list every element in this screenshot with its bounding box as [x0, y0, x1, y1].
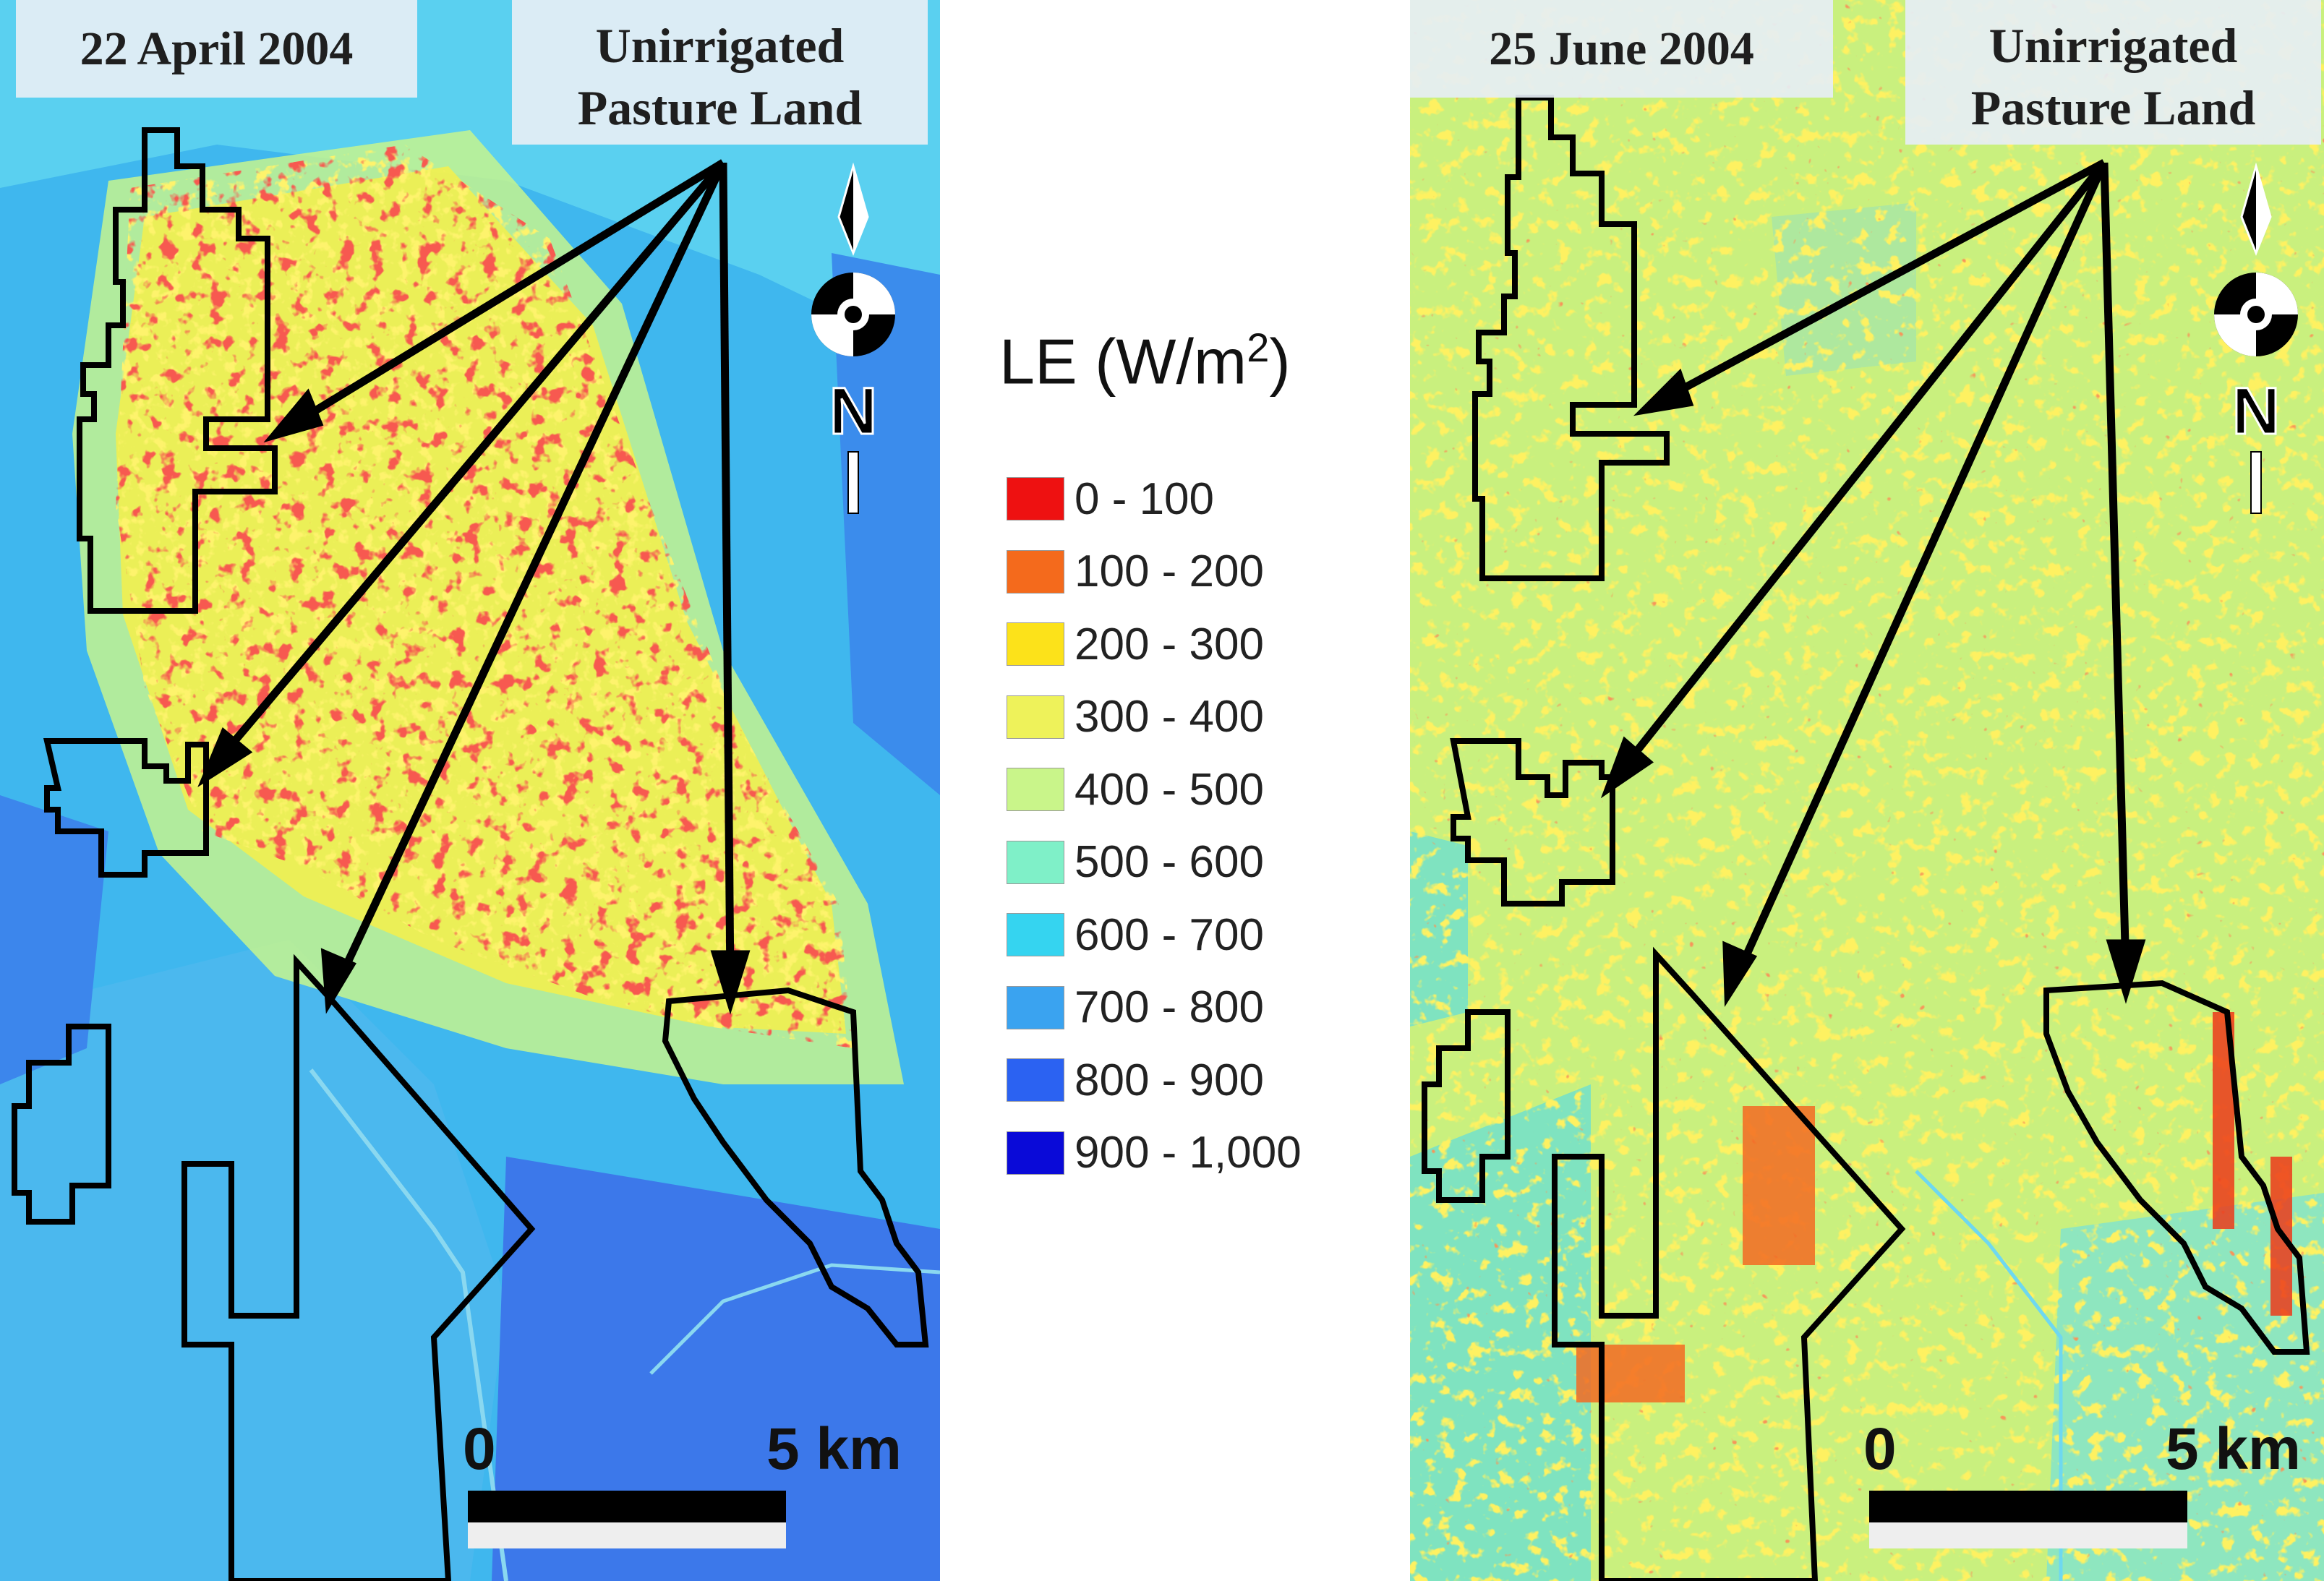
- arrow-head: [263, 388, 324, 443]
- left-scale-end: 5 km: [766, 1416, 902, 1482]
- right-date-label: 25 June 2004: [1410, 0, 1833, 98]
- legend-item: 900 - 1,000: [1007, 1117, 1302, 1190]
- right-scale-bar: [1869, 1491, 2187, 1522]
- legend-item: 600 - 700: [1007, 899, 1302, 972]
- left-scale-bar-underline: [468, 1522, 786, 1548]
- arrow-head: [1633, 368, 1694, 416]
- legend-item: 100 - 200: [1007, 536, 1302, 609]
- legend-swatch: [1007, 695, 1064, 739]
- left-annotation-line1: Unirrigated: [595, 18, 845, 73]
- arrow-head: [2106, 939, 2146, 1004]
- north-label: N: [829, 374, 877, 448]
- parcel-outline-south: [181, 954, 536, 1581]
- legend-title-sup: 2: [1247, 325, 1270, 370]
- north-label: N: [2232, 374, 2280, 448]
- legend: 0 - 100 100 - 200 200 - 300 300 - 400 400 - …: [1007, 463, 1302, 1189]
- right-map-raster: [1410, 0, 2324, 1581]
- legend-label: 400 - 500: [1075, 764, 1264, 815]
- legend-swatch: [1007, 1131, 1064, 1175]
- parcel-outline-small: [1422, 1009, 1511, 1203]
- legend-swatch: [1007, 477, 1064, 521]
- parcel-outline-west: [1450, 738, 1615, 907]
- legend-item: 0 - 100: [1007, 463, 1302, 536]
- legend-item: 400 - 500: [1007, 753, 1302, 826]
- left-annotation-line2: Pasture Land: [577, 80, 863, 135]
- right-scale-bar-underline: [1869, 1522, 2187, 1548]
- right-annotation-line1: Unirrigated: [1988, 18, 2238, 73]
- right-scale-start: 0: [1863, 1416, 1897, 1482]
- legend-item: 500 - 600: [1007, 826, 1302, 899]
- parcel-outline-south: [1552, 946, 1906, 1581]
- left-date-label: 22 April 2004: [16, 0, 417, 98]
- north-arrow-icon: N: [2214, 163, 2298, 514]
- left-scale-bar: [468, 1491, 786, 1522]
- legend-item: 200 - 300: [1007, 608, 1302, 681]
- parcel-outline-east: [2043, 980, 2310, 1355]
- arrow-head: [320, 948, 356, 1014]
- left-map-parcel-outlines: [12, 127, 929, 1581]
- legend-label: 600 - 700: [1075, 909, 1264, 960]
- arrow-head: [1722, 941, 1758, 1007]
- legend-label: 0 - 100: [1075, 474, 1215, 524]
- legend-label: 100 - 200: [1075, 547, 1264, 597]
- parcel-outline-west: [43, 738, 209, 878]
- legend-swatch: [1007, 768, 1064, 812]
- legend-label: 900 - 1,000: [1075, 1128, 1302, 1178]
- legend-item: 800 - 900: [1007, 1044, 1302, 1117]
- right-annotation-label: Unirrigated Pasture Land: [1905, 0, 2321, 145]
- legend-swatch: [1007, 549, 1064, 594]
- legend-label: 200 - 300: [1075, 619, 1264, 669]
- parcel-outline-east: [662, 987, 929, 1348]
- parcel-outline-north: [1472, 95, 1670, 581]
- left-map-panel: 22 April 2004 Unirrigated Pasture Land N…: [0, 0, 940, 1581]
- legend-title-end: ): [1269, 325, 1291, 398]
- left-scale-start: 0: [463, 1416, 496, 1482]
- legend-swatch: [1007, 1058, 1064, 1102]
- right-map-parcel-outlines: [1422, 95, 2310, 1581]
- legend-swatch: [1007, 622, 1064, 667]
- legend-label: 300 - 400: [1075, 692, 1264, 742]
- legend-label: 700 - 800: [1075, 982, 1264, 1033]
- legend-label: 500 - 600: [1075, 837, 1264, 888]
- legend-title-main: LE (W/m: [999, 325, 1247, 398]
- legend-swatch: [1007, 840, 1064, 884]
- right-annotation-line2: Pasture Land: [1970, 80, 2256, 135]
- legend-item: 700 - 800: [1007, 972, 1302, 1045]
- arrow-head: [1600, 736, 1654, 799]
- parcel-outline-small: [12, 1024, 111, 1225]
- right-scale-end: 5 km: [2166, 1416, 2301, 1482]
- parcel-outline-north: [77, 127, 278, 614]
- left-annotation-label: Unirrigated Pasture Land: [512, 0, 928, 145]
- left-map-raster: [0, 0, 940, 1581]
- legend-label: 800 - 900: [1075, 1055, 1264, 1105]
- arrow-head: [710, 950, 751, 1015]
- north-arrow-icon: N: [811, 163, 895, 514]
- legend-swatch: [1007, 913, 1064, 957]
- arrow-head: [197, 727, 253, 788]
- legend-item: 300 - 400: [1007, 681, 1302, 754]
- legend-title: LE (W/m2): [999, 324, 1291, 398]
- legend-swatch: [1007, 985, 1064, 1029]
- right-map-panel: 25 June 2004 Unirrigated Pasture Land N …: [1410, 0, 2324, 1581]
